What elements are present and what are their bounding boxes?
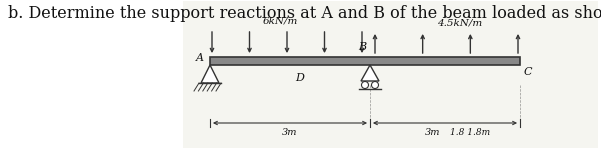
Text: 4.5kN/m: 4.5kN/m	[438, 18, 483, 27]
Polygon shape	[201, 65, 219, 83]
Circle shape	[371, 82, 379, 89]
Text: b. Determine the support reactions at A and B of the beam loaded as shown.: b. Determine the support reactions at A …	[8, 5, 601, 22]
Bar	[183, 1, 598, 148]
Text: 6kN/m: 6kN/m	[262, 16, 297, 25]
Bar	[210, 57, 520, 65]
Text: 1.8 1.8m: 1.8 1.8m	[450, 128, 490, 137]
Text: C: C	[524, 67, 532, 77]
Text: B: B	[358, 42, 366, 52]
Circle shape	[361, 82, 368, 89]
Text: 3m: 3m	[282, 128, 297, 137]
Text: A: A	[196, 53, 204, 63]
Text: 3m: 3m	[426, 128, 441, 137]
Text: D: D	[296, 73, 305, 83]
Polygon shape	[361, 65, 379, 81]
